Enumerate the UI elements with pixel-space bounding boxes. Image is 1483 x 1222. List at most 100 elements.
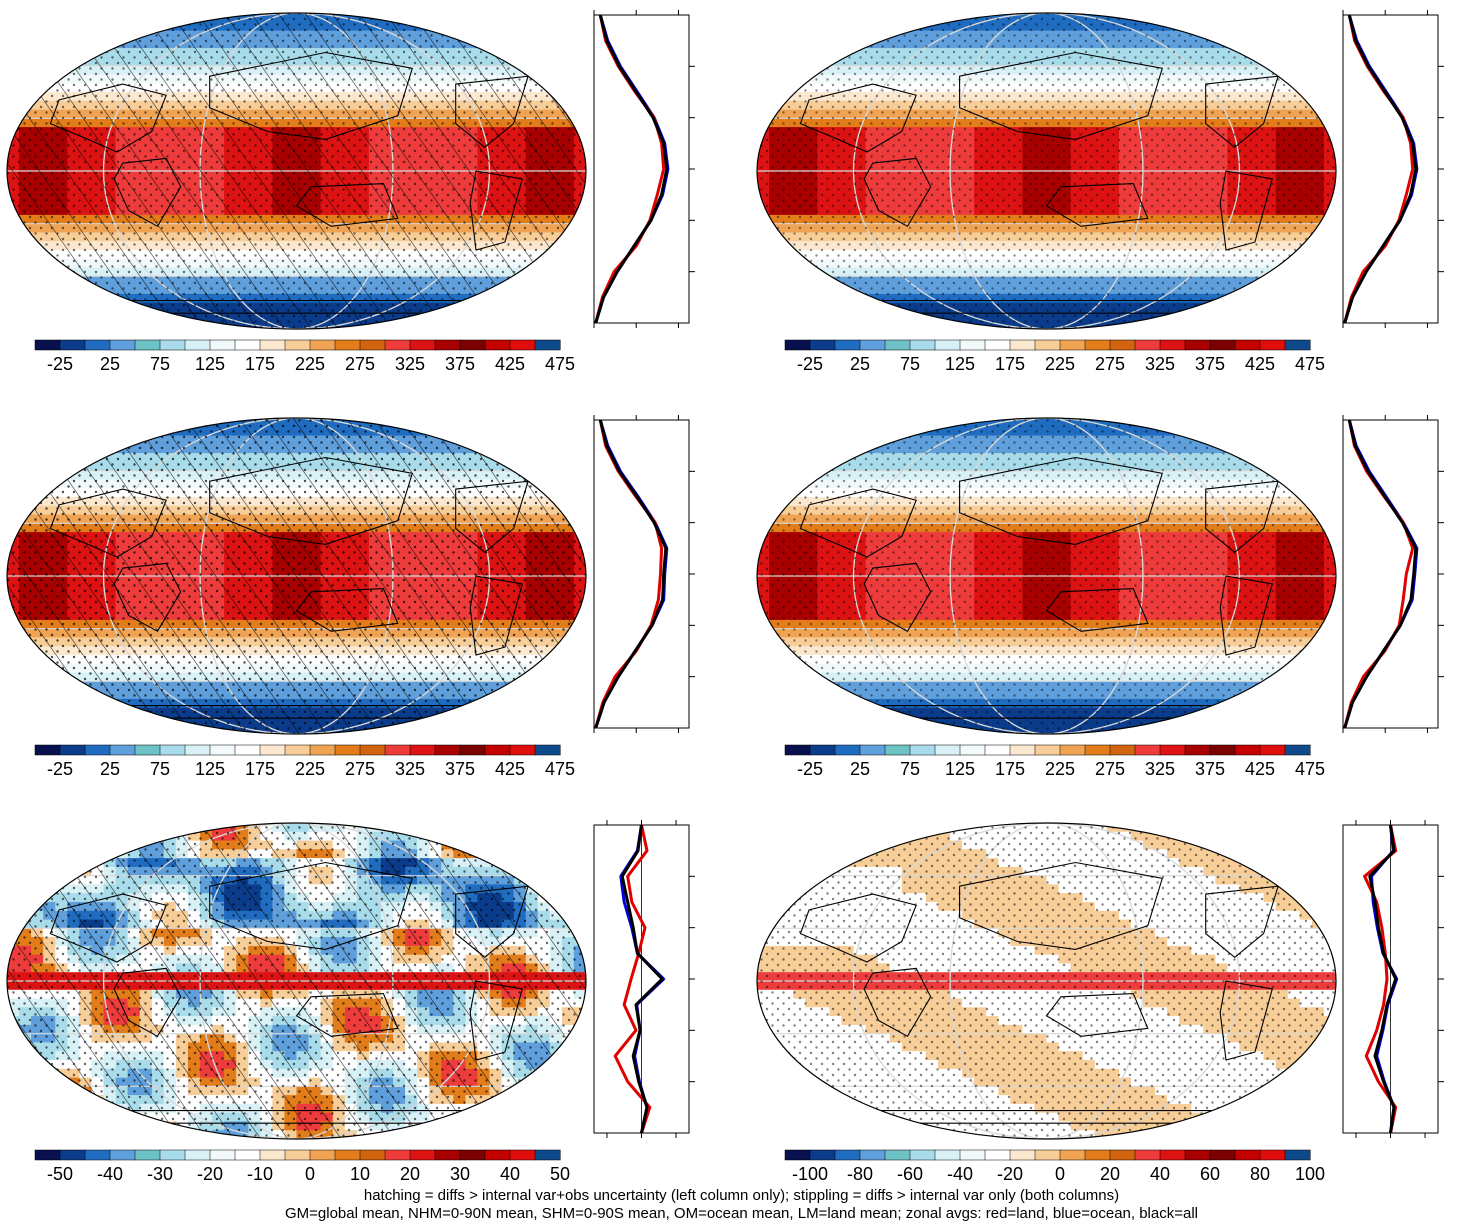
colorbar-swatch [910, 340, 935, 350]
colorbar-swatch [485, 340, 510, 350]
colorbar-swatch [860, 745, 885, 755]
colorbar-label: 375 [1195, 354, 1225, 374]
colorbar-label: 25 [100, 759, 120, 779]
zonal-panel-6 [1343, 820, 1444, 1138]
colorbar-label: -20 [197, 1164, 223, 1184]
colorbar-swatch [135, 745, 160, 755]
colorbar-label: 75 [150, 759, 170, 779]
colorbar-swatch [860, 1150, 885, 1160]
colorbar-swatch [960, 745, 985, 755]
colorbar-swatch [385, 1150, 410, 1160]
colorbar-label: -10 [247, 1164, 273, 1184]
colorbar-label: 75 [900, 759, 920, 779]
zonal-line-all [596, 15, 667, 323]
colorbar-label: 225 [295, 354, 325, 374]
colorbar-swatch [35, 1150, 60, 1160]
colorbar-swatch [960, 1150, 985, 1160]
colorbar-label: 175 [245, 354, 275, 374]
colorbar-label: 475 [545, 354, 575, 374]
colorbar-label: 100 [1295, 1164, 1325, 1184]
colorbar-swatch [1185, 745, 1210, 755]
colorbar-label: 75 [150, 354, 170, 374]
colorbar-swatch [1110, 745, 1135, 755]
colorbar-swatch [785, 340, 810, 350]
colorbar-label: 25 [850, 759, 870, 779]
zonal-line-all [1345, 15, 1416, 323]
colorbar-label: 225 [1045, 354, 1075, 374]
colorbar-label: -50 [47, 1164, 73, 1184]
zonal-frame [1343, 420, 1438, 728]
zonal-line-land [1345, 15, 1413, 323]
stippling-overlay [7, 823, 586, 1139]
colorbar-label: 20 [1100, 1164, 1120, 1184]
colorbar-label: -100 [792, 1164, 828, 1184]
zonal-panel-2 [1343, 10, 1444, 328]
colorbar-swatch [1235, 340, 1260, 350]
colorbar-label: 275 [345, 354, 375, 374]
colorbar-swatch [435, 745, 460, 755]
colorbar-label: 475 [1295, 354, 1325, 374]
colorbar-swatch [135, 340, 160, 350]
colorbar-label: 375 [1195, 759, 1225, 779]
colorbar-swatch [535, 340, 560, 350]
colorbar-label: 125 [945, 759, 975, 779]
colorbar-swatch [1035, 340, 1060, 350]
colorbar-swatch [160, 340, 185, 350]
colorbar-swatch [85, 745, 110, 755]
colorbar-swatch [1235, 1150, 1260, 1160]
colorbar-swatch [1135, 1150, 1160, 1160]
colorbar-swatch [310, 340, 335, 350]
stippling-overlay [7, 13, 586, 329]
zonal-line-ocean [1345, 15, 1417, 323]
colorbar-swatch [110, 1150, 135, 1160]
colorbar-swatch [1185, 340, 1210, 350]
colorbar-swatch [210, 745, 235, 755]
colorbar-swatch [1035, 1150, 1060, 1160]
colorbar-label: 375 [445, 354, 475, 374]
colorbar-swatch [1260, 745, 1285, 755]
colorbar-swatch [885, 340, 910, 350]
colorbar-swatch [360, 1150, 385, 1160]
colorbar-label: -25 [797, 354, 823, 374]
colorbar-swatch [860, 340, 885, 350]
colorbar-swatch [1060, 340, 1085, 350]
zonal-frame [1343, 15, 1438, 323]
colorbar-label: 325 [395, 759, 425, 779]
colorbar-swatch [1285, 745, 1310, 755]
colorbar-label: -40 [97, 1164, 123, 1184]
colorbar-swatch [1160, 745, 1185, 755]
colorbar-swatch [285, 340, 310, 350]
colorbar-swatch [535, 745, 560, 755]
zonal-line-ocean [621, 825, 664, 1133]
colorbar-swatch [810, 1150, 835, 1160]
map-field [7, 13, 587, 330]
colorbar-swatch [335, 340, 360, 350]
colorbar-swatch [1185, 1150, 1210, 1160]
colorbar-label: -60 [897, 1164, 923, 1184]
colorbar-swatch [335, 1150, 360, 1160]
colorbar-swatch [1035, 745, 1060, 755]
colorbar-swatch [1210, 340, 1235, 350]
colorbar-label: 275 [345, 759, 375, 779]
colorbar-swatch [1060, 1150, 1085, 1160]
colorbar-swatch [1260, 340, 1285, 350]
colorbar-label: 30 [450, 1164, 470, 1184]
colorbar-swatch [510, 1150, 535, 1160]
colorbar-swatch [785, 1150, 810, 1160]
colorbar-swatch [110, 340, 135, 350]
stippling-overlay [757, 823, 1336, 1139]
colorbar-label: -25 [47, 759, 73, 779]
colorbar-label: 25 [100, 354, 120, 374]
colorbar-swatch [1060, 745, 1085, 755]
zonal-panel-4 [1343, 415, 1444, 733]
